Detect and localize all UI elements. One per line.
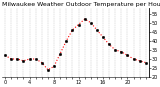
Text: Milwaukee Weather Outdoor Temperature per Hour (Last 24 Hours): Milwaukee Weather Outdoor Temperature pe… — [2, 2, 160, 7]
